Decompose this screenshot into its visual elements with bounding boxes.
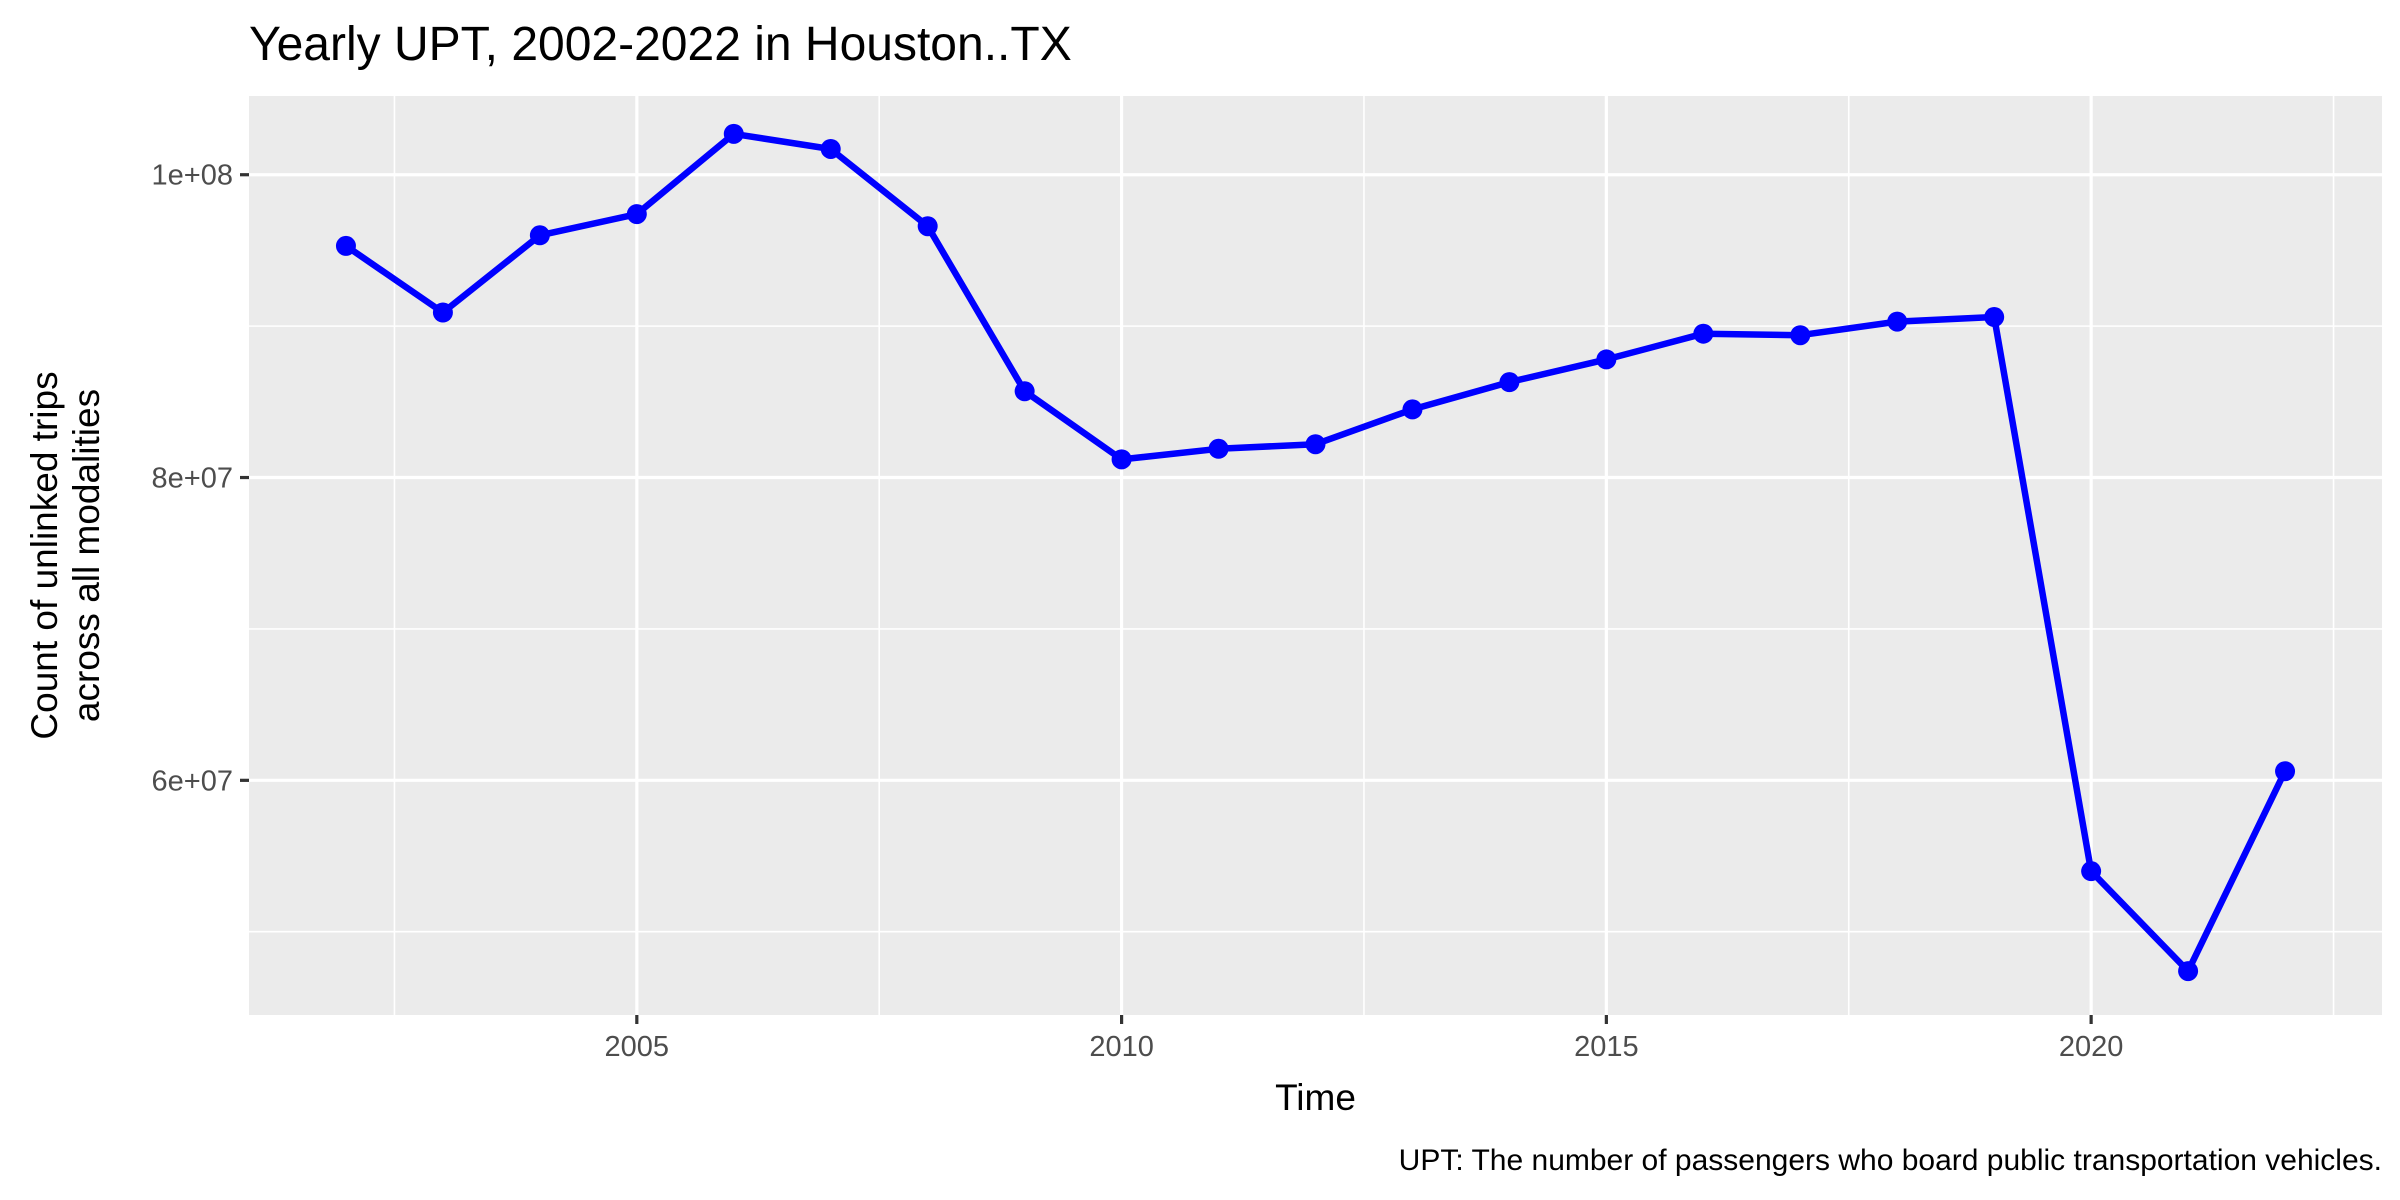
- data-point: [723, 123, 744, 144]
- data-point: [2081, 861, 2102, 882]
- series-layer: [335, 123, 2296, 982]
- data-point: [1499, 372, 1520, 393]
- gridlines: [249, 96, 2382, 1015]
- y-tick-label: 6e+07: [152, 765, 233, 797]
- data-point: [1402, 399, 1423, 420]
- chart-title: Yearly UPT, 2002-2022 in Houston..TX: [249, 18, 1072, 71]
- y-axis-title-line: across all modalities: [66, 389, 107, 722]
- axes: 2005 2010 2015 2020 6e+07 8e+07 1e+08: [152, 160, 2124, 1063]
- data-point: [1305, 434, 1326, 455]
- data-point: [1111, 449, 1132, 470]
- chart-caption: UPT: The number of passengers who board …: [1399, 1144, 2382, 1177]
- x-axis-title: Time: [1275, 1077, 1356, 1118]
- data-point: [1887, 311, 1908, 332]
- x-tick-label: 2015: [1574, 1031, 1639, 1063]
- data-point: [2275, 761, 2296, 782]
- data-point: [432, 302, 453, 323]
- data-point: [2178, 961, 2199, 982]
- plot-panel: [249, 96, 2382, 1015]
- data-point: [820, 138, 841, 159]
- x-tick-label: 2005: [605, 1031, 670, 1063]
- x-tick-label: 2010: [1089, 1031, 1154, 1063]
- data-point: [1790, 325, 1811, 346]
- data-point: [529, 225, 550, 246]
- data-point: [1208, 438, 1229, 459]
- data-point: [626, 204, 647, 225]
- data-point: [917, 216, 938, 237]
- y-tick-label: 1e+08: [152, 160, 233, 192]
- y-tick-label: 8e+07: [152, 463, 233, 495]
- data-point: [1984, 307, 2005, 328]
- y-axis-title-line: Count of unlinked trips: [24, 371, 65, 739]
- y-axis-title: Count of unlinked tripsacross all modali…: [24, 371, 107, 739]
- data-point: [335, 235, 356, 256]
- data-point: [1596, 349, 1617, 370]
- x-tick-label: 2020: [2059, 1031, 2124, 1063]
- data-point: [1014, 381, 1035, 402]
- data-point: [1693, 323, 1714, 344]
